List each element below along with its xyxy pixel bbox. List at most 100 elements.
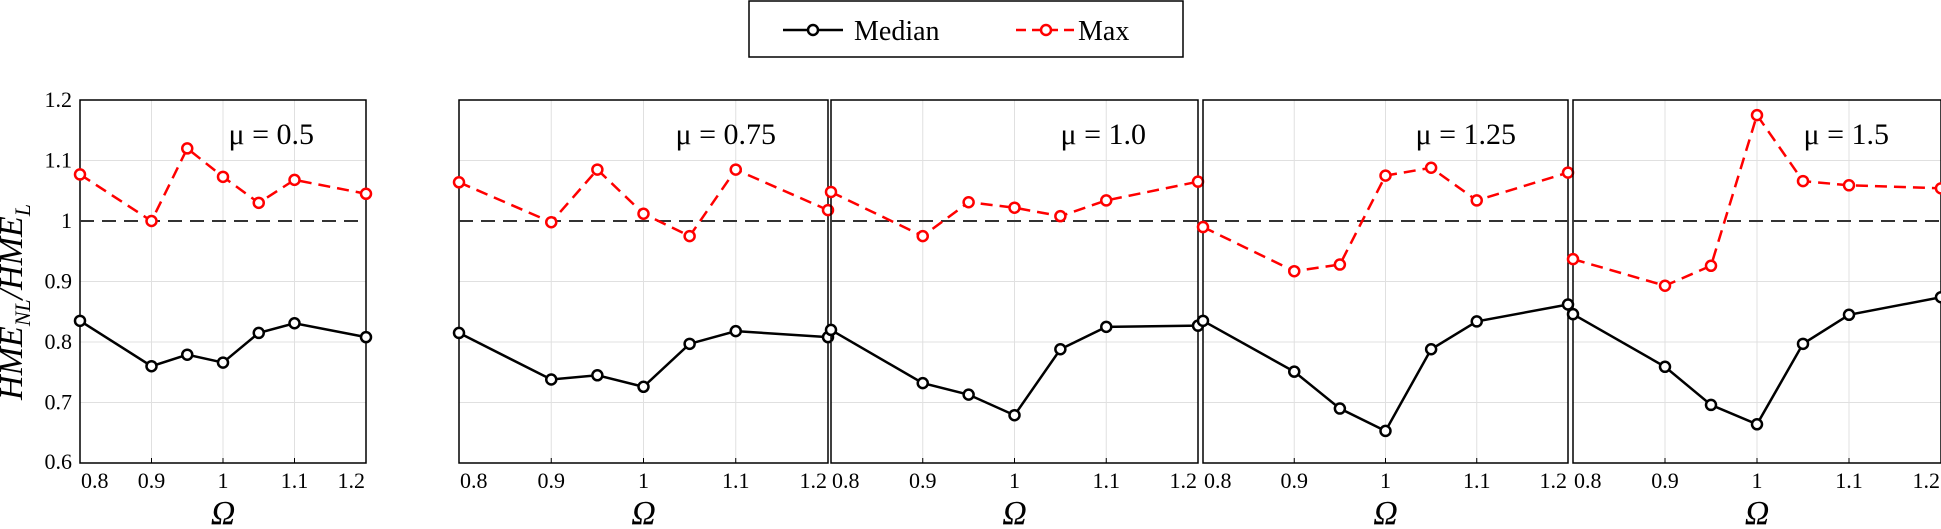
x-axis-label: Ω	[211, 495, 236, 529]
legend: Median Max	[748, 0, 1184, 58]
data-point-median	[359, 330, 373, 344]
x-tick-label: 0.8	[1204, 468, 1232, 493]
data-point-median	[1842, 308, 1856, 322]
panel-label: μ = 1.0	[1060, 118, 1146, 151]
y-tick-label: 1.1	[45, 148, 73, 173]
data-point-max	[1054, 209, 1067, 223]
data-point-median	[1196, 314, 1210, 328]
data-point-median	[1796, 337, 1810, 351]
x-tick-label: 1.2	[1170, 468, 1198, 493]
x-tick-label: 1.2	[338, 468, 366, 493]
data-point-max	[1196, 220, 1210, 234]
data-point-median	[637, 380, 650, 394]
x-tick-label: 0.8	[832, 468, 860, 493]
data-point-median	[916, 376, 929, 390]
data-point-median	[145, 359, 158, 373]
data-point-max	[1658, 279, 1672, 292]
data-point-max	[1750, 108, 1764, 122]
data-point-median	[1008, 408, 1021, 422]
data-point-median	[1561, 298, 1575, 311]
x-tick-label: 1	[1009, 468, 1020, 493]
panel-label: μ = 1.25	[1415, 118, 1516, 151]
x-tick-label: 0.9	[538, 468, 566, 493]
x-tick-label: 0.8	[81, 468, 109, 493]
x-axis-label: Ω	[1002, 495, 1027, 529]
data-point-median	[824, 323, 838, 337]
x-tick-label: 1	[1380, 468, 1391, 493]
data-point-median	[216, 356, 230, 369]
data-point-median	[288, 316, 301, 330]
panel-4: 0.8 0.9 1 1.1 1.2 Ωμ = 1.25	[1196, 99, 1575, 529]
x-tick-label: 0.8	[1574, 468, 1602, 493]
x-tick-label: 1	[638, 468, 649, 493]
data-point-median	[1054, 343, 1067, 356]
data-point-max	[1288, 264, 1301, 278]
x-tick-label: 1	[1752, 468, 1763, 493]
x-axis-label: Ω	[1745, 495, 1770, 529]
panel-label: μ = 0.75	[675, 118, 776, 151]
x-tick-label: 1	[218, 468, 229, 493]
data-point-median	[1566, 307, 1580, 321]
x-tick-label: 1.1	[1463, 468, 1491, 493]
panel-label: μ = 0.5	[228, 118, 314, 151]
data-point-max	[1008, 201, 1021, 214]
x-tick-label: 0.9	[909, 468, 937, 493]
data-point-median	[1288, 365, 1301, 378]
data-point-max	[683, 229, 696, 243]
x-tick-label: 0.9	[1651, 468, 1679, 493]
data-point-median	[1100, 320, 1113, 334]
data-point-max	[1934, 182, 1941, 195]
x-tick-label: 0.9	[1281, 468, 1309, 493]
data-point-max	[252, 196, 265, 210]
data-point-max	[73, 168, 87, 181]
data-point-max	[637, 207, 650, 220]
x-tick-label: 1.2	[800, 468, 828, 493]
y-tick-label: 1	[61, 208, 72, 233]
data-point-median	[1424, 343, 1438, 356]
data-point-median	[452, 326, 466, 340]
data-point-median	[252, 326, 265, 340]
panel-2: 0.8 0.9 1 1.1 1.2 Ωμ = 0.75	[452, 99, 835, 529]
legend-median-marker	[806, 23, 820, 37]
data-point-max	[359, 187, 373, 201]
data-point-max	[145, 214, 158, 228]
data-point-median	[591, 369, 604, 382]
x-axis-label: Ω	[1373, 495, 1398, 529]
data-point-max	[1333, 258, 1347, 271]
data-point-max	[1100, 194, 1113, 207]
data-point-max	[1379, 169, 1392, 182]
legend-max-label: Max	[1078, 16, 1129, 47]
panel-label: μ = 1.5	[1803, 118, 1889, 151]
x-tick-label: 0.8	[460, 468, 488, 493]
data-point-median	[1470, 315, 1483, 328]
data-point-median	[683, 337, 696, 351]
data-point-median	[1658, 360, 1672, 374]
data-point-median	[181, 348, 194, 361]
data-point-median	[962, 388, 975, 401]
data-point-median	[1379, 424, 1392, 438]
panel-1: 0.8 0.9 1 1.1 1.2 0.6 0.7 0.8 0.9 1 1.1 1.2 Ωμ = 0.5	[45, 87, 373, 529]
data-point-median	[1934, 290, 1941, 304]
y-tick-label: 0.6	[45, 449, 73, 474]
panel-3: 0.8 0.9 1 1.1 1.2 Ωμ = 1.0	[824, 99, 1205, 529]
data-point-max	[1704, 259, 1718, 273]
y-tick-label: 0.7	[45, 390, 73, 415]
x-tick-label: 1.1	[1093, 468, 1121, 493]
data-point-median	[1750, 418, 1764, 431]
x-tick-label: 1.1	[722, 468, 750, 493]
legend-median-label: Median	[854, 16, 940, 47]
x-axis-label: Ω	[631, 495, 656, 529]
data-point-median	[545, 373, 558, 386]
data-point-median	[1333, 402, 1347, 415]
y-axis-label: HMENL/HMEL	[0, 204, 35, 401]
data-point-max	[545, 215, 558, 229]
data-point-max	[824, 185, 838, 199]
data-point-max	[916, 229, 929, 243]
data-point-max	[288, 173, 301, 187]
data-point-max	[181, 142, 194, 155]
data-point-max	[1566, 252, 1580, 266]
x-tick-label: 1.1	[281, 468, 309, 493]
data-point-max	[1796, 174, 1810, 188]
x-tick-label: 1.2	[1913, 468, 1941, 493]
data-point-max	[729, 163, 742, 176]
